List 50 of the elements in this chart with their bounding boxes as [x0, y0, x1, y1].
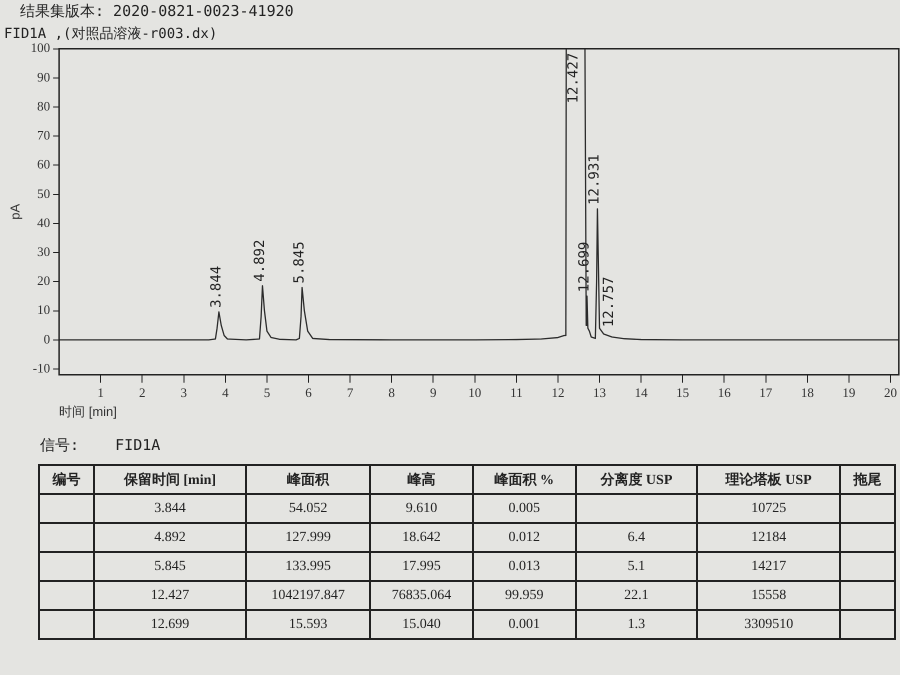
x-tick-label: 20	[884, 385, 897, 400]
y-tick-label: 10	[37, 302, 50, 318]
x-tick-label: 2	[138, 385, 146, 400]
x-tick-label: 15	[676, 385, 690, 400]
x-tick-label: 4	[222, 385, 230, 400]
y-tick-label: 80	[37, 98, 50, 114]
x-tick-label: 16	[718, 385, 732, 400]
text: 4.892 127.999 18.642 0.012 6.4 12184	[154, 530, 786, 544]
x-tick-label: 5	[264, 385, 270, 400]
text: 3.844 54.052 9.610 0.005 10725	[154, 500, 786, 516]
chart-title: FID1A ,(对照品溶液-r003.dx)	[4, 26, 218, 42]
x-tick-label: 6	[305, 385, 312, 400]
x-tick-label: 10	[468, 385, 482, 400]
annotation: 12.757	[601, 276, 618, 328]
x-tick-label: 19	[842, 385, 856, 400]
x-tick-label: 9	[430, 385, 436, 400]
x-tick-label: 12	[551, 385, 564, 400]
x-tick-label: 7	[346, 385, 354, 400]
text: 12.427 1042197.847 76835.064 99.959 22.1 15558	[150, 588, 786, 602]
y-tick-label: 30	[37, 244, 50, 259]
text: 5.845 133.995 17.995 0.013 5.1 14217	[154, 558, 786, 574]
y-tick-label: 40	[37, 214, 50, 230]
annotation: 4.892	[252, 240, 268, 282]
y-axis-title: pA	[7, 204, 22, 220]
annotation: 12.931	[586, 154, 602, 205]
x-tick-label: 11	[510, 385, 523, 400]
annotation: 5.845	[292, 241, 308, 284]
text: 编号 保留时间 [min] 峰面积 峰高 峰面积 % 分离度 USP 理论塔板 USP 拖尾	[52, 472, 882, 488]
x-tick-label: 18	[800, 385, 814, 400]
x-axis-title: 时间 [min]	[59, 404, 117, 419]
text: 信号: FID1A	[40, 436, 160, 455]
x-tick-label: 17	[759, 385, 773, 400]
x-tick-label: 8	[388, 385, 395, 400]
y-tick-label: 100	[30, 40, 50, 56]
y-tick-label: 90	[37, 69, 50, 84]
text: 12.699 15.593 15.040 0.001 1.3 3309510	[150, 616, 794, 632]
annotation: 12.427	[565, 52, 582, 104]
text: 结果集版本: 2020-0821-0023-41920	[20, 2, 294, 21]
y-tick-label: 50	[37, 186, 50, 201]
x-tick-label: 13	[593, 385, 606, 400]
y-tick-label: 20	[37, 273, 50, 288]
annotation: 3.844	[208, 266, 225, 308]
x-tick-label: 3	[180, 385, 188, 400]
annotation: 12.699	[576, 242, 593, 292]
y-tick-label: 60	[37, 156, 50, 172]
x-tick-label: 1	[97, 385, 104, 400]
x-tick-label: 14	[634, 385, 648, 400]
y-tick-label: 0	[44, 331, 50, 346]
y-tick-label: -10	[32, 360, 50, 376]
y-tick-label: 70	[37, 128, 50, 143]
